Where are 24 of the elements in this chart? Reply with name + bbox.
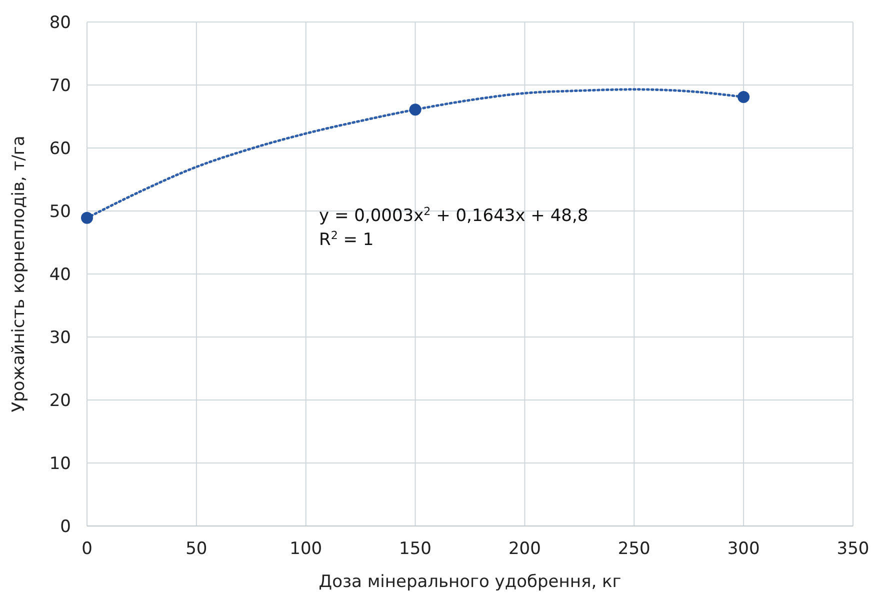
- y-tick-label: 40: [49, 264, 71, 285]
- point: [81, 212, 93, 224]
- x-tick-label: 0: [82, 539, 92, 559]
- annotation: y = 0,0003x$^{2}$ + 0,1643x + 48,8: [319, 204, 588, 226]
- x-tick-label: 250: [618, 539, 650, 559]
- y-tick-label: 60: [49, 138, 71, 159]
- x-axis-title: Доза мінерального удобрення, кг: [318, 572, 622, 592]
- point: [409, 104, 422, 116]
- y-tick-label: 50: [49, 202, 71, 222]
- y-tick-label: 70: [49, 76, 71, 96]
- x-tick-label: 150: [399, 539, 432, 559]
- x-tick-label: 50: [186, 539, 208, 559]
- y-tick-label: 30: [49, 328, 71, 348]
- point: [738, 90, 750, 103]
- y-axis-title: Урожайність корнеплодів, т/га: [9, 136, 29, 412]
- x-tick-label: 200: [508, 539, 541, 559]
- y-tick-label: 0: [60, 516, 71, 537]
- y-tick-label: 10: [49, 454, 71, 474]
- x-tick-label: 100: [290, 539, 322, 559]
- x-tick-label: 350: [836, 539, 870, 559]
- annotation: R$^{2}$ = 1: [319, 228, 374, 250]
- x-tick-label: 300: [727, 539, 760, 559]
- y-tick-label: 80: [49, 12, 71, 33]
- y-tick-label: 20: [49, 390, 71, 411]
